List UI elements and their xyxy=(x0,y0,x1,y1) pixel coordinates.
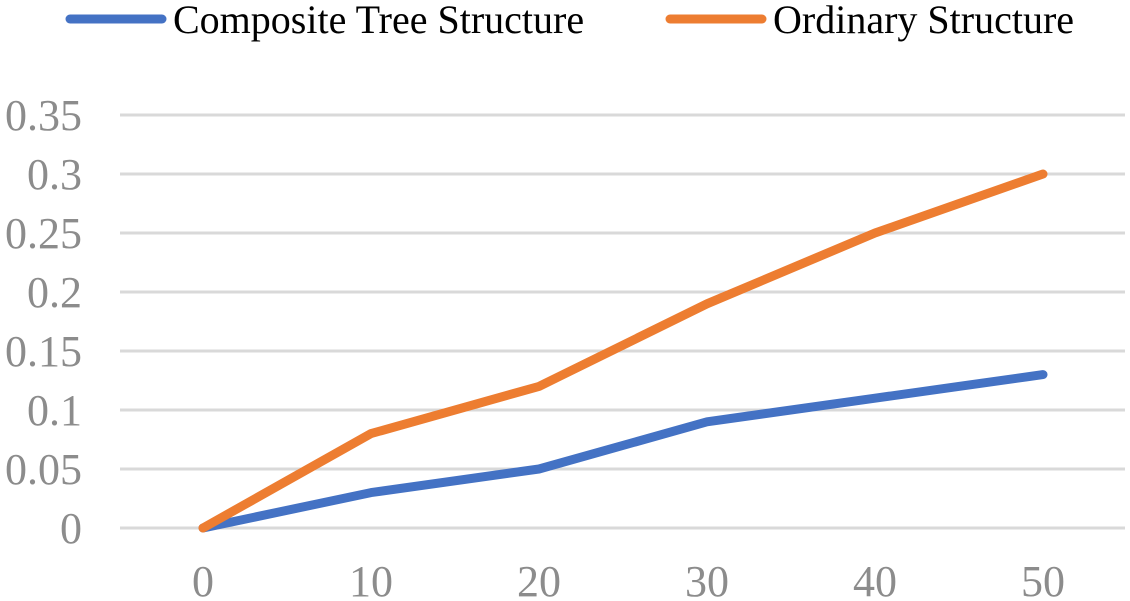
legend: Composite Tree Structure Ordinary Structu… xyxy=(65,0,1074,42)
y-tick-label: 0.35 xyxy=(5,91,82,140)
data-point xyxy=(202,527,204,529)
y-tick-label: 0.15 xyxy=(5,327,82,376)
gridlines xyxy=(120,113,1125,530)
data-point xyxy=(706,303,708,305)
series-line-2 xyxy=(198,169,1048,533)
x-tick-label: 20 xyxy=(517,557,561,601)
y-tick-label: 0 xyxy=(60,504,82,553)
y-tick-label: 0.25 xyxy=(5,209,82,258)
data-point xyxy=(1042,173,1044,175)
data-point xyxy=(370,492,372,494)
data-point xyxy=(874,397,876,399)
x-tick-label: 10 xyxy=(349,557,393,601)
series-lines xyxy=(198,169,1048,533)
y-axis: 0 0.05 0.1 0.15 0.2 0.25 0.3 0.35 xyxy=(5,91,82,553)
legend-label: Ordinary Structure xyxy=(773,0,1074,42)
series-line-1 xyxy=(198,370,1048,533)
data-point xyxy=(538,468,540,470)
x-tick-label: 40 xyxy=(853,557,897,601)
x-axis: 0 10 20 30 40 50 xyxy=(192,557,1065,601)
x-tick-label: 50 xyxy=(1021,557,1065,601)
y-tick-label: 0.2 xyxy=(27,268,82,317)
data-point xyxy=(1042,374,1044,376)
data-point xyxy=(874,232,876,234)
x-tick-label: 30 xyxy=(685,557,729,601)
y-tick-label: 0.1 xyxy=(27,386,82,435)
y-tick-label: 0.3 xyxy=(27,150,82,199)
x-tick-label: 0 xyxy=(192,557,214,601)
legend-label: Composite Tree Structure xyxy=(173,0,584,42)
y-tick-label: 0.05 xyxy=(5,445,82,494)
data-point xyxy=(538,385,540,387)
data-point xyxy=(370,433,372,435)
data-point xyxy=(706,421,708,423)
